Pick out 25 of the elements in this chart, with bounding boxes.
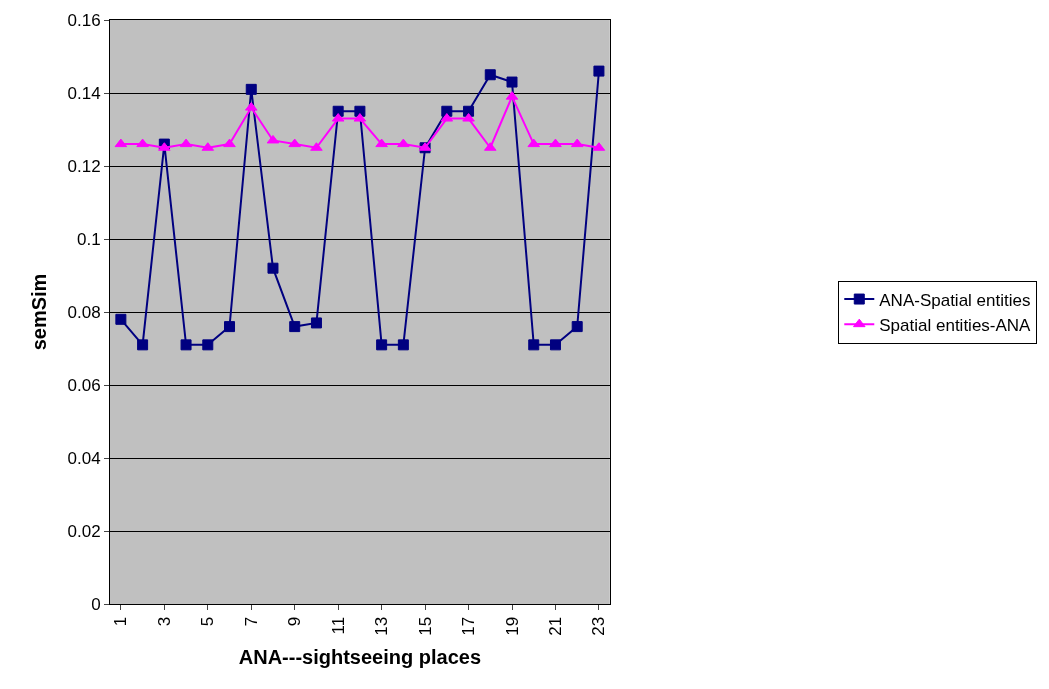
- y-tick-label: 0.08: [67, 302, 101, 322]
- y-tick-label: 0.14: [67, 83, 101, 103]
- y-tick-label: 0.16: [67, 10, 101, 30]
- legend-label: ANA-Spatial entities: [879, 290, 1031, 310]
- x-tick-label: 17: [459, 616, 479, 636]
- y-tick-label: 0.02: [67, 521, 101, 541]
- x-tick-label: 11: [328, 616, 348, 635]
- x-tick-label: 23: [589, 616, 609, 636]
- x-tick-label: 15: [415, 616, 435, 636]
- y-tick-label: 0.06: [67, 375, 101, 395]
- x-tick-label: 9: [285, 616, 305, 627]
- x-tick-label: 7: [241, 616, 261, 627]
- x-tick-label: 21: [545, 616, 565, 636]
- x-tick-label: 19: [502, 616, 522, 636]
- x-axis-title: ANA---sightseeing places: [238, 646, 482, 669]
- x-tick-label: 5: [198, 616, 218, 627]
- y-axis-title: semSim: [28, 273, 51, 351]
- x-tick-label: 1: [111, 616, 131, 627]
- y-tick-label: 0.12: [67, 156, 101, 176]
- y-tick-label: 0.1: [76, 229, 101, 249]
- x-tick-label: 3: [154, 616, 174, 627]
- legend-label: Spatial entities-ANA: [879, 315, 1032, 335]
- x-tick-label: 13: [372, 616, 392, 636]
- y-tick-label: 0: [91, 594, 101, 614]
- y-tick-label: 0.04: [67, 448, 101, 468]
